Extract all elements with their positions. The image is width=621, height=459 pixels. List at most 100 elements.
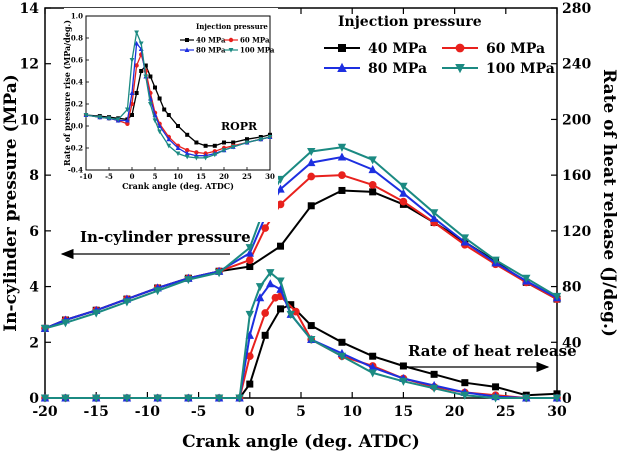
inset-point (134, 63, 139, 68)
pressure-point (245, 256, 254, 264)
hrr-point (552, 394, 562, 403)
inset-x-tick-label: -5 (105, 172, 113, 181)
inset-y-tick-label: 0.6 (71, 56, 83, 65)
inset-point (134, 91, 139, 95)
inset-x-tick-label: 30 (265, 172, 275, 181)
inset-x-tick-label: 15 (196, 172, 206, 181)
pressure-point (399, 197, 408, 206)
inset-point (166, 136, 172, 142)
hrr-point (214, 394, 224, 403)
inset-point (148, 102, 153, 107)
pressure-point (337, 143, 347, 152)
pressure-point (552, 292, 562, 301)
inset-axis-ticks: -10 -5 0 5 10 15 20 25 30 -0.4 -0.2 0.0 0.2 0.4 0.6 0.8… (68, 12, 275, 182)
inset-point (185, 132, 190, 137)
legend-marker (337, 62, 347, 72)
inset-x-tick-label: 25 (242, 172, 252, 181)
x-tick-label: 20 (445, 404, 465, 420)
inset-point (125, 121, 130, 127)
pressure-point (307, 158, 316, 167)
y-left-tick-label: 8 (29, 168, 39, 184)
hrr-point (287, 301, 295, 309)
inset-point (231, 140, 236, 145)
x-tick-label: 25 (496, 404, 515, 420)
y-right-tick-label: 0 (562, 391, 572, 407)
inset-point (162, 107, 167, 112)
x-tick-label: 15 (394, 404, 413, 420)
inset-point (106, 116, 112, 121)
inset-y-tick-label: 0.2 (71, 100, 83, 109)
inset-x-tick-label: -10 (80, 172, 93, 181)
inset-legend-label: 40 MPa (196, 36, 226, 45)
pressure-point (522, 274, 531, 283)
inset-ropr-label: ROPR (221, 120, 258, 133)
hrr-point (522, 394, 531, 403)
inset-point (134, 30, 139, 36)
inset-point (184, 154, 190, 160)
inset-y-tick-label: -0.4 (68, 166, 83, 175)
hrr-point (276, 277, 285, 286)
hrr-point (338, 338, 346, 346)
inset-point (153, 85, 157, 90)
hrr-point (245, 310, 254, 319)
pressure-point (276, 175, 285, 184)
y-right-tick-label: 200 (562, 112, 591, 128)
y-left-tick-label: 12 (20, 57, 39, 73)
hrr-line-100-mpa (45, 271, 557, 399)
inset-point (83, 113, 89, 118)
hrr-point (492, 383, 500, 391)
inset-legend-label: 60 MPa (240, 36, 270, 45)
hrr-point (307, 322, 315, 330)
inset-x-tick-label: 10 (173, 172, 183, 181)
x-tick-label: -10 (135, 404, 161, 420)
y-left-tick-label: 4 (29, 280, 39, 296)
hrr-annotation: Rate of heat release (408, 342, 577, 360)
inset-point (148, 74, 153, 79)
legend-marker (455, 64, 465, 74)
pressure-point (368, 181, 377, 189)
x-tick-label: -15 (84, 404, 109, 420)
hrr-point (153, 394, 162, 403)
hrr-point (286, 310, 295, 319)
inset-point (185, 148, 190, 153)
pressure-point (307, 147, 316, 157)
inset-y-tick-label: 1.0 (71, 12, 83, 21)
hrr-point (461, 379, 469, 387)
hrr-point (255, 283, 265, 292)
pressure-point (429, 209, 439, 218)
legend-title: Injection pressure (338, 14, 482, 30)
inset-point (143, 63, 148, 68)
hrr-point (368, 369, 377, 378)
inset-point (139, 69, 144, 73)
inset-point (129, 58, 135, 63)
inset-point (244, 140, 250, 146)
inset-legend-marker (228, 37, 234, 43)
pressure-point (246, 263, 254, 271)
inset-point (134, 40, 139, 46)
inset-point (138, 41, 144, 47)
inset-point (157, 96, 162, 101)
x-tick-label: 5 (296, 404, 306, 420)
pressure-point (368, 165, 377, 174)
inset-legend-label: 100 MPa (240, 46, 275, 55)
pressure-point (153, 287, 162, 296)
inset-y-tick-label: 0.4 (71, 78, 83, 87)
inset-y-tick-label: 0.0 (71, 122, 83, 131)
legend-label: 100 MPa (486, 61, 555, 77)
pressure-point (491, 256, 500, 265)
pressure-point (261, 224, 270, 232)
pressure-point (338, 186, 346, 194)
inset-point (157, 123, 162, 128)
inset-legend-title: Injection pressure (196, 22, 268, 31)
hrr-point (307, 336, 316, 345)
pressure-point (337, 152, 347, 161)
y-right-tick-label: 160 (562, 168, 591, 184)
hrr-point (255, 293, 265, 302)
x-tick-label: -5 (191, 404, 207, 420)
legend-label: 80 MPa (368, 61, 427, 77)
y-axis-right-label: Rate of heat release (J/deg.) (599, 69, 619, 337)
hrr-point (491, 394, 500, 403)
hrr-point (184, 394, 193, 403)
y-right-tick-label: 240 (562, 57, 591, 73)
inset-point (222, 140, 226, 145)
